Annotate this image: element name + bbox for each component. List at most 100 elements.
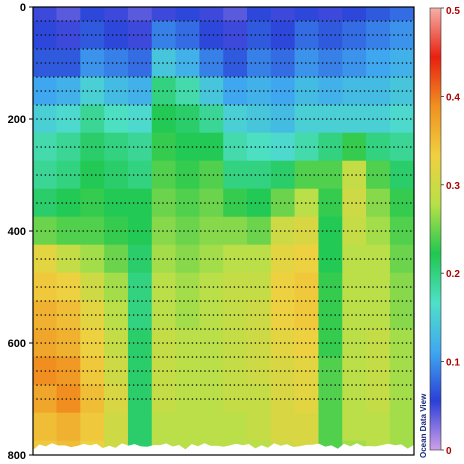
sample-point bbox=[313, 370, 316, 372]
sample-point bbox=[242, 146, 244, 148]
heatmap-cell bbox=[366, 356, 391, 386]
sample-point bbox=[57, 356, 59, 358]
sample-point bbox=[279, 118, 282, 120]
sample-point bbox=[351, 398, 353, 400]
sample-point bbox=[363, 384, 366, 386]
sample-point bbox=[145, 314, 147, 316]
sample-point bbox=[204, 146, 206, 148]
sample-point bbox=[191, 76, 194, 78]
sample-point bbox=[258, 48, 261, 50]
heatmap-cell bbox=[127, 160, 153, 190]
sample-point bbox=[351, 384, 353, 386]
sample-point bbox=[347, 90, 349, 92]
sample-point bbox=[384, 104, 387, 106]
sample-point bbox=[250, 146, 252, 148]
sample-point bbox=[187, 342, 189, 344]
sample-point bbox=[389, 76, 391, 78]
sample-point bbox=[368, 146, 370, 148]
sample-point bbox=[284, 398, 286, 400]
sample-point bbox=[300, 174, 303, 176]
sample-point bbox=[242, 328, 244, 330]
sample-point bbox=[90, 20, 93, 22]
sample-point bbox=[82, 146, 84, 148]
sample-point bbox=[40, 174, 42, 176]
sample-point bbox=[267, 398, 269, 400]
sample-point bbox=[334, 230, 337, 232]
sample-point bbox=[53, 62, 55, 64]
sample-point bbox=[128, 76, 131, 78]
sample-point bbox=[191, 48, 194, 50]
sample-point bbox=[284, 286, 286, 288]
heatmap-cell bbox=[270, 244, 296, 274]
sample-point bbox=[44, 328, 47, 330]
sample-point bbox=[40, 300, 42, 302]
sample-point bbox=[372, 34, 374, 36]
sample-point bbox=[368, 398, 370, 400]
sample-point bbox=[90, 34, 93, 36]
sample-point bbox=[128, 146, 131, 148]
sample-point bbox=[397, 300, 400, 302]
sample-point bbox=[116, 104, 118, 106]
sample-point bbox=[124, 48, 126, 50]
sample-point bbox=[242, 48, 244, 50]
sample-point bbox=[309, 34, 311, 36]
sample-point bbox=[36, 48, 38, 50]
sample-point bbox=[401, 118, 404, 120]
sample-point bbox=[128, 20, 131, 22]
sample-point bbox=[99, 20, 101, 22]
sample-point bbox=[246, 62, 248, 64]
sample-point bbox=[170, 258, 173, 260]
sample-point bbox=[233, 146, 236, 148]
sample-point bbox=[342, 230, 345, 232]
sample-point bbox=[376, 34, 379, 36]
sample-point bbox=[271, 356, 274, 358]
sample-point bbox=[95, 202, 97, 204]
sample-point bbox=[321, 104, 324, 106]
sample-point bbox=[128, 286, 131, 288]
sample-point bbox=[237, 90, 240, 92]
sample-point bbox=[271, 398, 274, 400]
sample-point bbox=[124, 202, 126, 204]
sample-point bbox=[292, 356, 295, 358]
sample-point bbox=[174, 300, 177, 302]
sample-point bbox=[128, 118, 131, 120]
sample-point bbox=[132, 328, 135, 330]
sample-point bbox=[183, 76, 185, 78]
sample-point bbox=[107, 34, 110, 36]
sample-point bbox=[279, 202, 282, 204]
sample-point bbox=[212, 118, 215, 120]
sample-point bbox=[90, 384, 93, 386]
sample-point bbox=[132, 342, 135, 344]
sample-point bbox=[153, 286, 156, 288]
sample-point bbox=[95, 146, 97, 148]
sample-point bbox=[258, 342, 261, 344]
sample-point bbox=[120, 230, 122, 232]
sample-point bbox=[48, 146, 51, 148]
sample-point bbox=[111, 76, 114, 78]
sample-point bbox=[204, 34, 206, 36]
sample-point bbox=[212, 20, 215, 22]
sample-point bbox=[405, 398, 408, 400]
sample-point bbox=[376, 328, 379, 330]
sample-point bbox=[53, 174, 55, 176]
sample-point bbox=[258, 300, 261, 302]
sample-point bbox=[141, 146, 143, 148]
sample-point bbox=[95, 328, 97, 330]
sample-point bbox=[410, 286, 412, 288]
sample-point bbox=[368, 34, 370, 36]
sample-point bbox=[401, 34, 404, 36]
sample-point bbox=[69, 328, 72, 330]
sample-point bbox=[334, 370, 337, 372]
sample-point bbox=[237, 34, 240, 36]
sample-point bbox=[393, 20, 395, 22]
sample-point bbox=[174, 146, 177, 148]
heatmap-cell bbox=[270, 272, 296, 302]
sample-point bbox=[36, 342, 38, 344]
sample-point bbox=[263, 286, 265, 288]
sample-point bbox=[141, 230, 143, 232]
sample-point bbox=[44, 356, 47, 358]
sample-point bbox=[99, 328, 101, 330]
sample-point bbox=[351, 174, 353, 176]
sample-point bbox=[376, 20, 379, 22]
sample-point bbox=[313, 62, 316, 64]
